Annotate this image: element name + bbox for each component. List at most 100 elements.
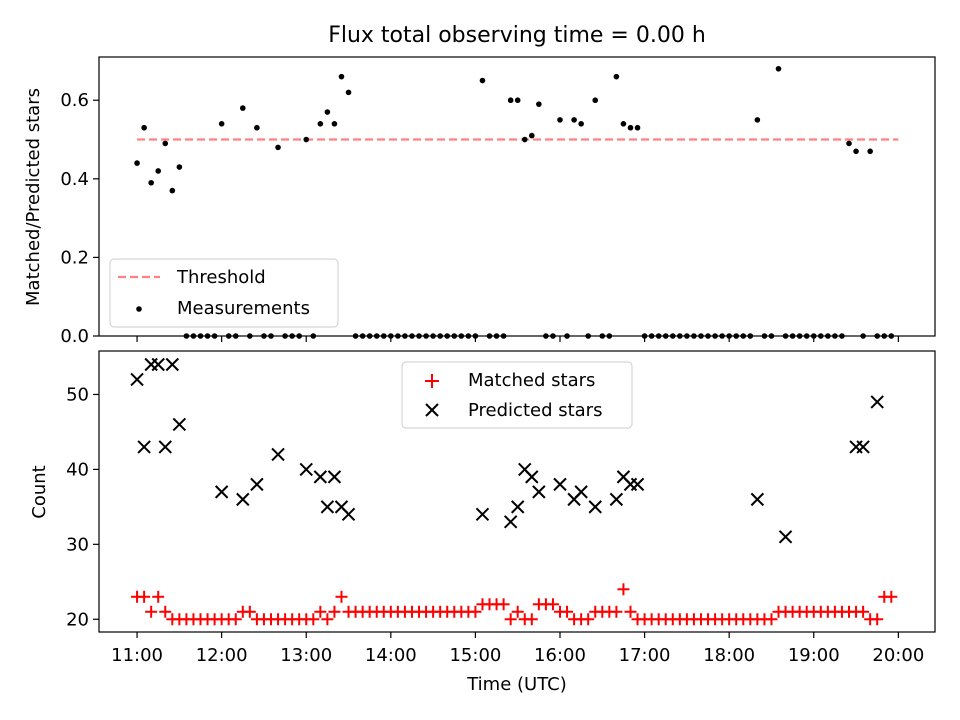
- predicted-star-marker: [475, 507, 490, 522]
- bottom-legend: Matched stars Predicted stars: [401, 361, 633, 429]
- predicted-star-marker-b: [750, 492, 765, 507]
- bottom-y-tick-label: 20: [66, 609, 89, 630]
- x-tick-label: 16:00: [534, 645, 586, 666]
- predicted-star-marker: [151, 357, 165, 372]
- matched-star-marker: [610, 605, 623, 618]
- x-tick-label: 15:00: [449, 645, 501, 666]
- predicted-star-marker: [137, 440, 151, 454]
- matched-star-marker: [765, 613, 778, 626]
- predicted-star-marker: [750, 492, 765, 507]
- x-tick-label: 12:00: [196, 645, 248, 666]
- measurement-points: [134, 65, 895, 339]
- predicted-star-marker-b: [588, 500, 602, 514]
- x-tick-label: 11:00: [111, 645, 163, 666]
- predicted-star-marker: [236, 492, 250, 507]
- measurement-point: [557, 117, 563, 123]
- predicted-star-marker: [271, 447, 285, 462]
- predicted-star-marker: [341, 507, 356, 522]
- predicted-star-marker-b: [130, 372, 144, 387]
- matched-star-marker: [582, 613, 595, 626]
- measurement-point: [324, 109, 331, 115]
- measurement-point: [275, 144, 281, 151]
- predicted-star-marker-b: [214, 485, 229, 499]
- measurement-point: [634, 124, 641, 131]
- measurement-point: [853, 148, 859, 155]
- predicted-star-marker-b: [172, 417, 187, 432]
- x-tick-label: 13:00: [280, 645, 332, 666]
- matched-star-marker: [159, 605, 172, 618]
- predicted-star-marker: [172, 417, 187, 432]
- matched-star-marker: [307, 613, 320, 626]
- bottom-x-axis: 11:00 12:00 13:00 14:00 15:00 16:00 17:00 18:00…: [111, 632, 924, 666]
- predicted-star-marker-b: [158, 440, 172, 454]
- predicted-star-marker: [856, 440, 870, 454]
- measurement-point: [176, 164, 183, 170]
- legend-threshold-label: Threshold: [176, 267, 266, 288]
- legend-measurements-label: Measurements: [177, 298, 310, 319]
- measurement-point: [867, 148, 873, 155]
- matched-star-marker: [145, 605, 158, 618]
- matched-star-marker: [152, 590, 165, 603]
- measurement-point: [620, 121, 627, 127]
- predicted-star-marker-b: [320, 500, 335, 514]
- x-tick-label: 14:00: [365, 645, 417, 666]
- predicted-stars-points: [130, 357, 884, 544]
- measurement-point: [134, 160, 140, 166]
- predicted-star-marker: [503, 515, 518, 529]
- predicted-star-marker: [553, 477, 567, 492]
- bottom-y-tick-label: 50: [66, 384, 89, 405]
- measurement-point: [479, 77, 486, 84]
- matched-star-marker: [504, 613, 517, 626]
- matched-star-marker: [335, 590, 348, 603]
- predicted-star-marker: [130, 372, 144, 387]
- ratio-panel: Flux total observing time = 0.00 h 0.00.…: [23, 23, 936, 347]
- predicted-star-marker-b: [518, 462, 532, 477]
- x-tick-label: 19:00: [788, 645, 840, 666]
- legend-matched-swatch: [425, 374, 439, 388]
- measurement-point: [846, 140, 852, 147]
- predicted-star-marker: [327, 470, 342, 484]
- matched-star-marker: [138, 590, 151, 603]
- predicted-star-marker: [630, 477, 645, 492]
- predicted-star-marker: [532, 485, 546, 499]
- matched-star-marker: [871, 613, 884, 626]
- predicted-star-marker-b: [151, 357, 165, 372]
- predicted-star-marker-b: [341, 507, 356, 522]
- bottom-y-axis-label: Count: [29, 465, 50, 518]
- matched-star-marker: [328, 605, 341, 618]
- measurement-point: [514, 97, 521, 104]
- measurement-point: [155, 168, 162, 174]
- predicted-star-marker-b: [630, 477, 645, 492]
- predicted-star-marker: [165, 357, 180, 372]
- x-tick-label: 20:00: [872, 645, 924, 666]
- matched-star-marker: [885, 590, 898, 603]
- predicted-star-marker-b: [532, 485, 546, 499]
- predicted-star-marker-b: [503, 515, 518, 529]
- measurement-point: [218, 121, 225, 127]
- predicted-star-marker-b: [616, 470, 631, 484]
- matched-star-marker: [321, 613, 334, 626]
- bottom-y-axis: 20 30 40 50: [66, 384, 99, 630]
- top-y-tick-label: 0.2: [60, 247, 89, 268]
- predicted-star-marker: [214, 485, 229, 499]
- measurement-point: [338, 73, 345, 80]
- predicted-star-marker: [525, 470, 539, 484]
- top-y-tick-label: 0.6: [60, 90, 89, 111]
- x-tick-label: 18:00: [703, 645, 755, 666]
- top-y-tick-label: 0.0: [60, 326, 89, 347]
- matched-stars-points: [131, 583, 898, 626]
- predicted-star-marker: [870, 395, 884, 409]
- predicted-star-marker-b: [236, 492, 250, 507]
- top-plot-frame: [98, 56, 936, 337]
- predicted-star-marker-b: [778, 530, 793, 544]
- measurement-point: [239, 105, 246, 111]
- predicted-star-marker-b: [609, 492, 624, 507]
- matched-star-marker: [497, 598, 510, 611]
- predicted-star-marker-b: [327, 470, 342, 484]
- predicted-star-marker-b: [475, 507, 490, 522]
- predicted-star-marker: [778, 530, 793, 544]
- measurement-point: [162, 140, 169, 147]
- predicted-star-marker-b: [313, 470, 328, 484]
